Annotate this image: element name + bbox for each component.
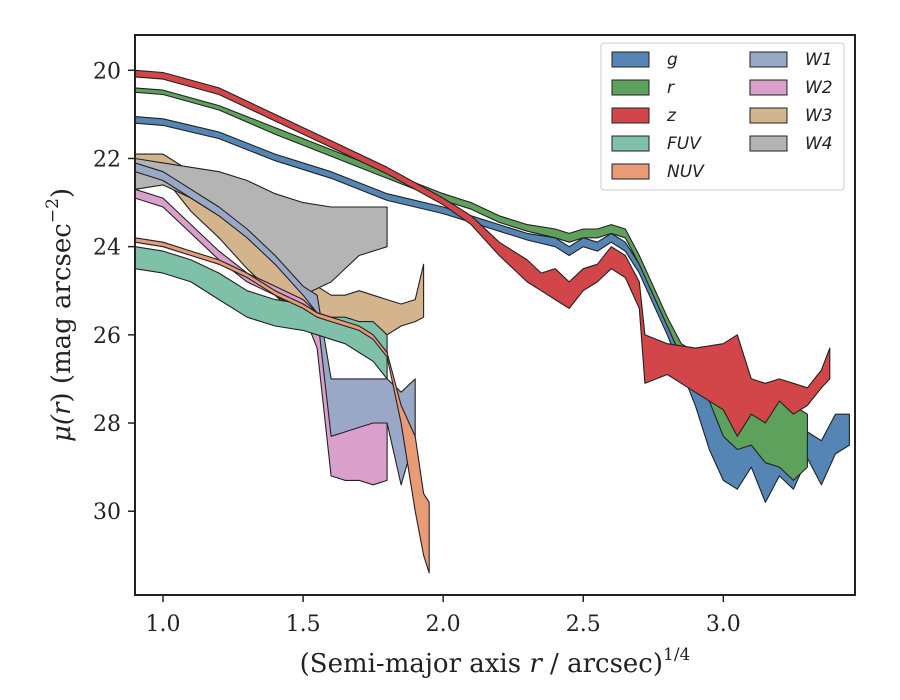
legend-swatch-g: [611, 51, 650, 68]
legend-swatch-r: [611, 79, 650, 96]
legend-swatch-w2: [749, 79, 788, 96]
legend: grz FUV NUV W1 W2 W3 W4: [600, 42, 845, 191]
legend-swatch-nuv: [611, 163, 650, 180]
legend-label-fuv: FUV: [667, 134, 702, 154]
y-tick-label: 26: [93, 324, 121, 349]
legend-label-nuv: NUV: [667, 162, 705, 182]
x-axis-label-tail: / arcsec): [542, 649, 663, 679]
x-tick-label: 2.5: [566, 612, 601, 637]
x-tick-label: 2.0: [426, 612, 461, 637]
legend-label-w3: W3: [805, 106, 833, 126]
x-tick-label: 1.5: [286, 612, 321, 637]
x-tick-label: 1.0: [146, 612, 181, 637]
plot-frame: [134, 34, 856, 596]
legend-swatch-w1: [749, 51, 788, 68]
legend-label-z: z: [666, 106, 677, 126]
legend-swatch-z: [611, 107, 650, 124]
y-axis-label: μ(r) (mag arcsec−2): [43, 188, 77, 442]
legend-label-w1: W1: [805, 50, 833, 70]
series-band-fuv: [135, 246, 388, 380]
x-tick-label: 3.0: [706, 612, 741, 637]
x-axis-label-main: (Semi-major axis: [300, 649, 530, 679]
y-tick-label: 22: [93, 147, 121, 172]
y-tick-label: 20: [93, 59, 121, 84]
legend-label-r: r: [667, 78, 675, 98]
y-axis-label-main: μ(: [47, 414, 77, 442]
y-axis-label-var: r: [47, 401, 77, 415]
y-axis-label-tail: ) (mag arcsec: [47, 223, 77, 402]
series-band-z: [135, 69, 831, 437]
tick-layer: 1.0 1.5 2.0 2.5 3.0 20 22 24 26 28 30: [93, 59, 741, 637]
x-axis-label-sup: 1/4: [663, 645, 690, 665]
legend-swatch-w3: [749, 107, 788, 124]
x-axis-label: (Semi-major axis r / arcsec)1/4: [300, 645, 691, 679]
y-tick-label: 30: [93, 500, 121, 525]
x-axis-label-var: r: [529, 649, 543, 679]
series-band-r: [135, 87, 808, 481]
y-axis-label-close: ): [47, 188, 77, 198]
series-layer: [135, 69, 850, 574]
legend-label-w4: W4: [805, 134, 833, 154]
legend-swatch-fuv: [611, 135, 650, 152]
legend-swatch-w4: [749, 135, 788, 152]
legend-label-g: g: [667, 50, 678, 70]
legend-label-w2: W2: [805, 78, 833, 98]
y-axis-label-sup: −2: [43, 198, 63, 223]
y-tick-label: 24: [93, 236, 121, 261]
y-tick-label: 28: [93, 412, 121, 437]
series-band-nuv: [135, 237, 430, 574]
